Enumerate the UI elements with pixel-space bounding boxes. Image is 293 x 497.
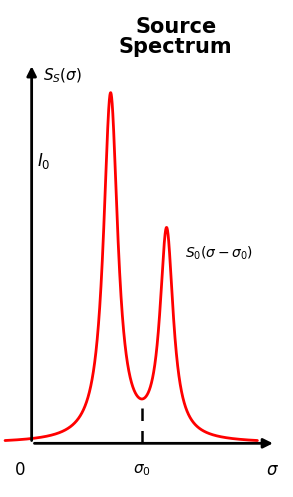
Text: $S_0(\sigma-\sigma_0)$: $S_0(\sigma-\sigma_0)$ bbox=[185, 245, 253, 262]
Text: $I_0$: $I_0$ bbox=[38, 151, 51, 171]
Text: Source: Source bbox=[135, 17, 217, 37]
Text: $\sigma$: $\sigma$ bbox=[266, 461, 279, 479]
Text: $S_S(\sigma)$: $S_S(\sigma)$ bbox=[43, 67, 82, 85]
Text: $0$: $0$ bbox=[14, 461, 26, 479]
Text: $\sigma_0$: $\sigma_0$ bbox=[133, 462, 151, 478]
Text: Spectrum: Spectrum bbox=[119, 37, 233, 57]
